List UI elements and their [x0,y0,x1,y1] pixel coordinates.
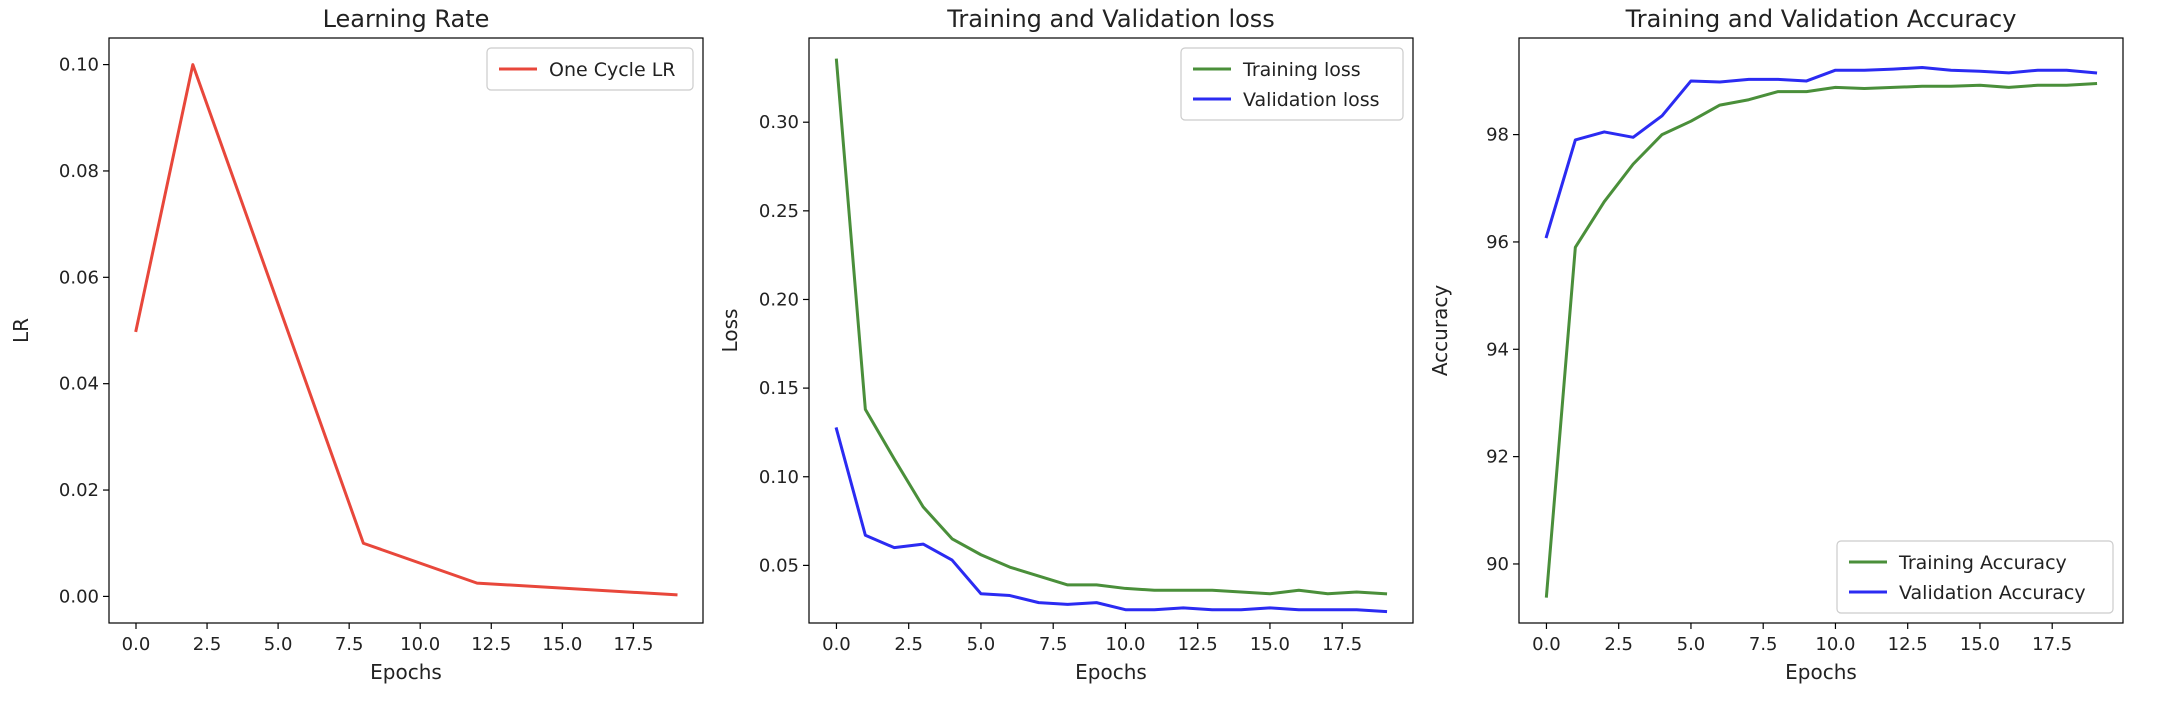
x-tick-label: 10.0 [400,634,440,655]
x-tick-label: 0.0 [122,634,151,655]
x-tick-label: 15.0 [542,634,582,655]
y-tick-label: 0.25 [759,201,799,222]
y-tick-label: 0.08 [59,161,99,182]
y-tick-label: 0.05 [759,555,799,576]
x-tick-label: 2.5 [1604,634,1633,655]
chart-panel-2: Training and Validation loss 0.0 2.5 5.0 7.5… [718,5,1414,684]
legend-box [1836,540,2114,614]
legend-label: Validation Accuracy [1899,582,2086,604]
legend-label: Training Accuracy [1898,552,2067,574]
x-tick-label: 5.0 [1677,634,1706,655]
y-tick-label: 0.15 [759,378,799,399]
x-tick-label: 15.0 [1960,634,2000,655]
legend-box [486,47,694,91]
series-line-validation-accuracy [1544,66,2098,239]
y-tick-label: 92 [1486,447,1509,468]
y-tick-label: 98 [1486,125,1509,146]
x-tick-label: 2.5 [193,634,222,655]
x-tick-label: 17.5 [2032,634,2072,655]
y-tick-label: 0.04 [59,374,99,395]
plot-frame [1518,37,2124,624]
y-tick-label: 94 [1486,339,1509,360]
x-tick-label: 12.5 [1178,634,1218,655]
x-tick-label: 5.0 [264,634,293,655]
y-tick-label: 0.06 [59,267,99,288]
y-tick-label: 0.10 [59,55,99,76]
x-tick-label: 12.5 [471,634,511,655]
legend-box [1180,47,1404,121]
series-line-training-accuracy [1544,82,2098,598]
x-tick-label: 5.0 [967,634,996,655]
y-axis-label: Accuracy [1428,285,1452,376]
y-tick-label: 0.20 [759,289,799,310]
x-tick-label: 17.5 [1322,634,1362,655]
x-tick-label: 2.5 [894,634,923,655]
x-tick-label: 0.0 [1532,634,1561,655]
series-line-one-cycle-lr [134,63,678,597]
y-tick-label: 0.30 [759,112,799,133]
series-line-training-loss [834,58,1388,596]
x-tick-label: 10.0 [1815,634,1855,655]
x-axis-label: Epochs [1075,660,1147,684]
legend: One Cycle LR [486,47,694,91]
series-line-validation-loss [834,427,1388,614]
chart-title: Learning Rate [323,5,490,33]
y-axis-label: LR [9,318,33,343]
y-tick-label: 0.10 [759,467,799,488]
y-tick-label: 96 [1486,232,1509,253]
chart-panel-1: Learning Rate 0.0 2.5 5.0 7.5 10.0 12.5 15.0 17.… [9,5,704,684]
legend-label: One Cycle LR [549,59,675,81]
x-tick-label: 7.5 [1039,634,1068,655]
legend: Training loss Validation loss [1180,47,1404,121]
chart-panel-3: Training and Validation Accuracy 0.0 2.5 5.… [1428,5,2124,684]
x-axis-label: Epochs [1785,660,1857,684]
y-tick-label: 0.00 [59,586,99,607]
y-tick-label: 90 [1486,554,1509,575]
x-tick-label: 17.5 [613,634,653,655]
plot-frame [108,37,704,624]
y-axis-label: Loss [718,309,742,353]
chart-title: Training and Validation Accuracy [1625,5,2017,33]
chart-title: Training and Validation loss [946,5,1275,33]
x-tick-label: 7.5 [1749,634,1778,655]
y-tick-label: 0.02 [59,480,99,501]
x-tick-label: 7.5 [335,634,364,655]
legend: Training Accuracy Validation Accuracy [1836,540,2114,614]
x-tick-label: 10.0 [1105,634,1145,655]
x-tick-label: 0.0 [822,634,851,655]
legend-label: Training loss [1242,59,1361,81]
x-axis-label: Epochs [370,660,442,684]
x-tick-label: 15.0 [1250,634,1290,655]
legend-label: Validation loss [1243,89,1380,111]
plot-frame [808,37,1414,624]
x-tick-label: 12.5 [1888,634,1928,655]
